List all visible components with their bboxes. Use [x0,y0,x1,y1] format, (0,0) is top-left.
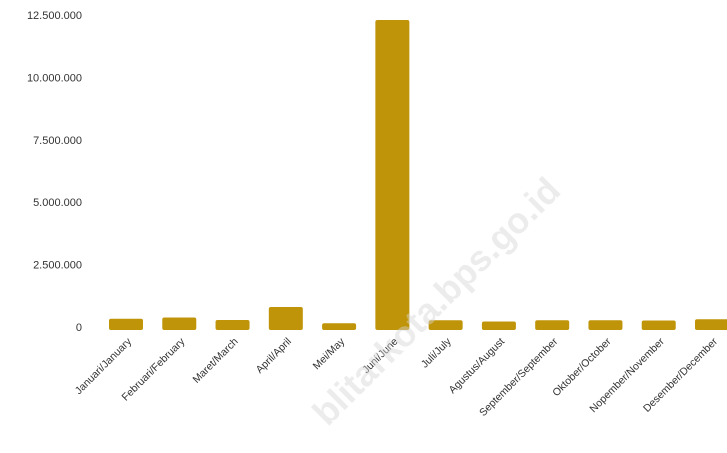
y-tick-label: 0 [76,322,82,334]
watermark-text: blitarkota.bps.go.id [304,169,568,433]
y-tick-label: 5.000.000 [33,197,82,209]
bar-juli-july [428,320,463,330]
y-tick-label: 12.500.000 [27,10,82,22]
bar-september-september [535,320,570,330]
x-tick-label: April/April [254,336,294,376]
bar-oktober-october [588,320,623,330]
bar-nopember-november [641,320,676,330]
bar-maret-march [215,320,250,330]
bar-januari-january [109,318,143,330]
y-tick-label: 2.500.000 [33,260,82,272]
bar-april-april [268,307,303,330]
x-tick-label: Maret/March [191,336,241,386]
bar-mei-may [322,323,357,330]
x-tick-label: Januari/January [73,335,135,397]
bars [109,19,727,330]
y-tick-label: 10.000.000 [27,72,82,84]
bar-agustus-august [481,321,516,330]
y-axis-ticks: 0 2.500.000 5.000.000 7.500.000 10.000.000 12… [27,10,82,334]
watermark: blitarkota.bps.go.id [304,169,568,433]
bar-desember-december [695,319,727,330]
x-tick-label: Agustus/August [447,336,508,397]
y-tick-label: 7.500.000 [33,135,82,147]
bar-juni-june [375,19,410,330]
bar-februari-february [162,317,197,330]
